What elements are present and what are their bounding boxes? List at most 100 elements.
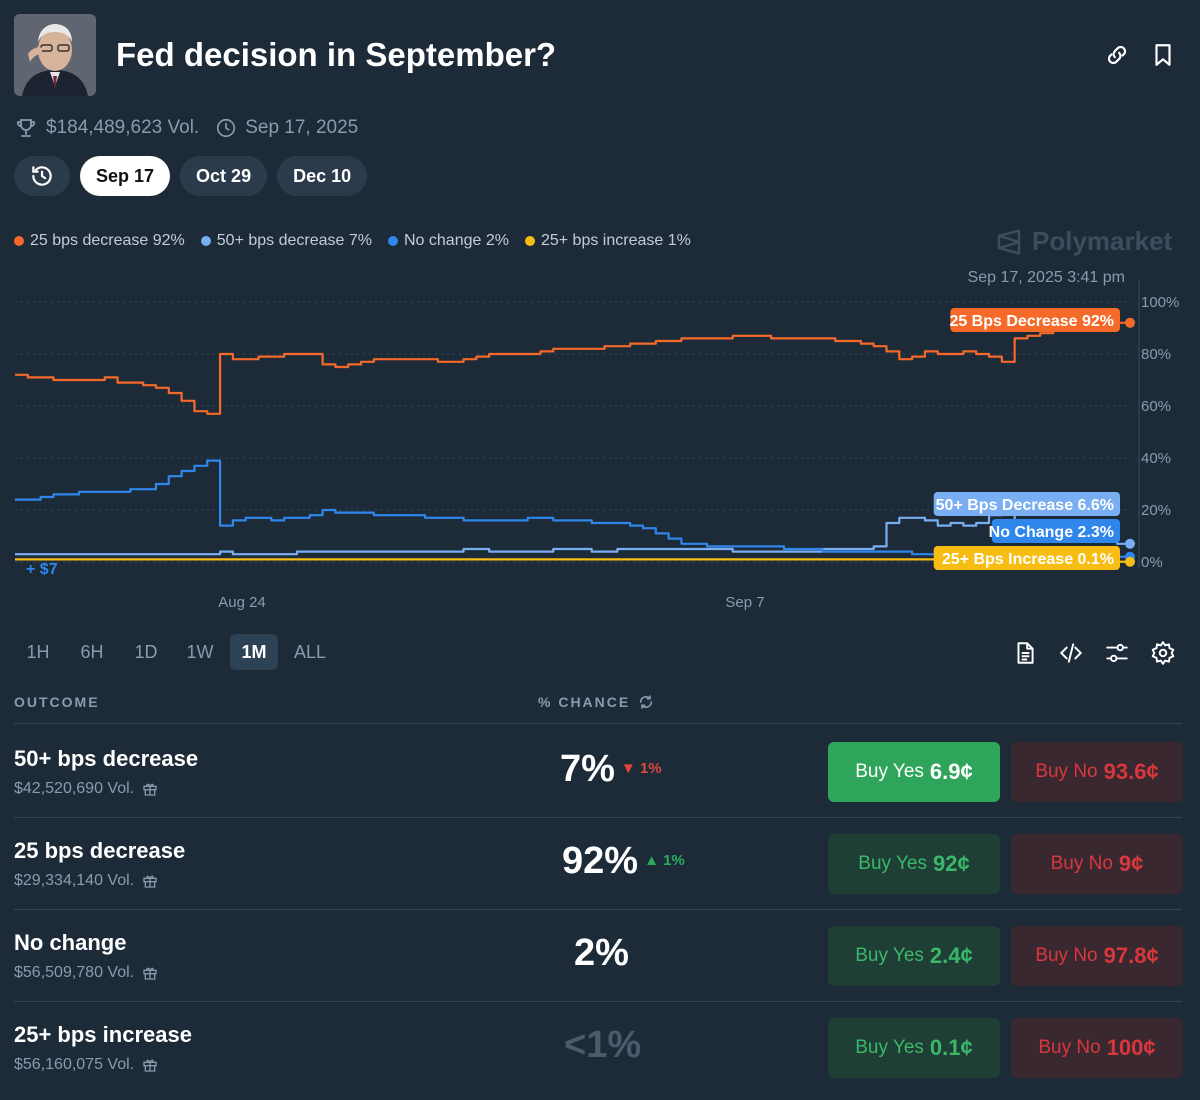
outcome-row-25-bps-increase[interactable]: 25+ bps increase $56,160,075 Vol. <1% Bu… [14,1002,1183,1094]
buy-yes-label: Buy Yes [855,761,924,782]
legend-item: 50+ bps decrease 7% [200,232,372,250]
legend-label: 50+ bps decrease 7% [216,232,372,249]
buy-yes-label: Buy Yes [855,945,924,966]
legend-dot [524,236,535,246]
buy-yes-button[interactable]: Buy Yes 2.4¢ [828,926,1000,986]
series-end-label-bg [933,546,1120,570]
series-end-label-text: No Change 2.3% [989,524,1114,541]
buy-yes-button[interactable]: Buy Yes 92¢ [828,834,1000,894]
buy-yes-price: 92¢ [932,851,970,876]
tab-dec-10[interactable]: Dec 10 [277,156,368,196]
buy-no-button[interactable]: Buy No 93.6¢ [1011,742,1183,802]
portrait-icon [14,14,96,96]
history-icon [32,166,52,186]
buy-yes-price: 6.9¢ [929,759,973,784]
outcome-volume-text: $29,334,140 Vol. [14,872,135,889]
outcome-row-25-bps-decrease[interactable]: 25 bps decrease $29,334,140 Vol. 92% ▲ 1%… [14,818,1183,910]
legend-item: 25+ bps increase 1% [524,232,691,250]
outcome-column-header: OUTCOME [14,694,100,710]
clock-icon [217,118,236,138]
pnl-label: + $7 [26,561,58,578]
series-end-label-text: 25 Bps Decrease 92% [949,313,1114,330]
range-all[interactable]: ALL [294,641,327,662]
outcome-name: No change [14,930,127,955]
legend-item: No change 2% [388,232,509,250]
buy-yes-label: Buy Yes [858,853,927,874]
range-6h[interactable]: 6H [80,641,104,662]
legend-item: 25 bps decrease 92% [14,232,185,250]
buy-no-price: 93.6¢ [1103,759,1159,784]
chance-header-label: % CHANCE [538,694,631,710]
series-end-label: 25+ Bps Increase 0.1% [933,546,1120,570]
sliders-icon[interactable] [1104,640,1130,666]
chance-value: 7% [560,748,615,790]
buy-no-price: 100¢ [1106,1035,1156,1060]
buy-yes-button[interactable]: Buy Yes 0.1¢ [828,1018,1000,1078]
chart-legend: 25 bps decrease 92% 50+ bps decrease 7% … [14,232,691,250]
embed-code-icon[interactable] [1058,640,1084,666]
outcome-row-50-bps-decrease[interactable]: 50+ bps decrease $42,520,690 Vol. 7% ▼ 1%… [14,726,1183,818]
chance-delta-value: 1% [639,760,662,777]
range-1m[interactable]: 1M [230,634,278,670]
tab-sep-17[interactable]: Sep 17 [80,156,171,196]
outcome-volume: $42,520,690 Vol. [14,780,158,798]
outcome-chance: 2% [574,932,742,975]
chance-value: <1% [564,1024,642,1066]
outcome-chance: <1% [564,1024,732,1067]
brand-name: Polymarket [1032,226,1173,256]
buy-no-button[interactable]: Buy No 100¢ [1011,1018,1183,1078]
buy-yes-label: Buy Yes [855,1037,924,1058]
legend-dot [14,236,24,246]
outcome-chance: 7% ▼ 1% [560,748,728,791]
legend-dot [200,236,211,246]
history-button[interactable] [14,156,70,196]
chance-delta: ▲ 1% [644,852,685,869]
gift-icon[interactable] [142,873,158,889]
tab-oct-29[interactable]: Oct 29 [180,156,268,196]
document-icon[interactable] [1012,640,1038,666]
bookmark-icon[interactable] [1150,42,1176,68]
price-chart[interactable]: 100% 80% 60% 40% 20% 0% Aug 24 Sep 7 25 Bps Decr… [0,280,1200,620]
gift-icon[interactable] [142,1057,158,1073]
chance-value: 92% [562,840,639,882]
y-tick-label: 60% [1141,398,1171,415]
series-line [15,459,1130,558]
y-tick-label: 100% [1141,294,1179,311]
range-1h[interactable]: 1H [26,641,50,662]
range-1w[interactable]: 1W [186,641,214,662]
gift-icon[interactable] [142,965,158,981]
y-tick-label: 20% [1141,502,1171,519]
outcome-volume: $56,160,075 Vol. [14,1056,158,1074]
market-header: Fed decision in September? [14,14,1180,96]
y-tick-label: 0% [1141,554,1163,571]
settings-gear-icon[interactable] [1150,640,1176,666]
buy-no-label: Buy No [1035,761,1098,782]
buy-yes-button[interactable]: Buy Yes 6.9¢ [828,742,1000,802]
x-tick-label: Aug 24 [218,594,266,611]
legend-label: No change 2% [404,232,509,249]
y-tick-label: 80% [1141,346,1171,363]
refresh-icon[interactable] [638,694,654,710]
outcomes-table-header: OUTCOME % CHANCE [14,692,1182,724]
buy-yes-price: 0.1¢ [929,1035,973,1060]
buy-no-label: Buy No [1035,945,1098,966]
buy-no-label: Buy No [1050,853,1113,874]
link-icon[interactable] [1104,42,1130,68]
market-title: Fed decision in September? [116,36,557,73]
buy-no-button[interactable]: Buy No 9¢ [1011,834,1183,894]
series-end-label-bg [991,519,1120,543]
polymarket-logo: Polymarket [994,226,1172,257]
series-end-label-text: 50+ Bps Decrease 6.6% [936,497,1114,514]
chance-delta: ▼ 1% [620,760,662,777]
series-end-label-bg [950,308,1120,332]
buy-no-button[interactable]: Buy No 97.8¢ [1011,926,1183,986]
outcome-row-no-change[interactable]: No change $56,509,780 Vol. 2% Buy Yes 2.4… [14,910,1183,1002]
end-date: Sep 17, 2025 [245,117,359,138]
gift-icon[interactable] [142,781,158,797]
series-end-label-bg [933,492,1120,516]
total-volume: $184,489,623 Vol. [46,117,200,138]
range-1d[interactable]: 1D [134,641,158,662]
time-range-tabs: 1H 6H 1D 1W 1M ALL [14,634,336,670]
buy-no-label: Buy No [1038,1037,1101,1058]
outcome-chance: 92% ▲ 1% [562,840,730,883]
